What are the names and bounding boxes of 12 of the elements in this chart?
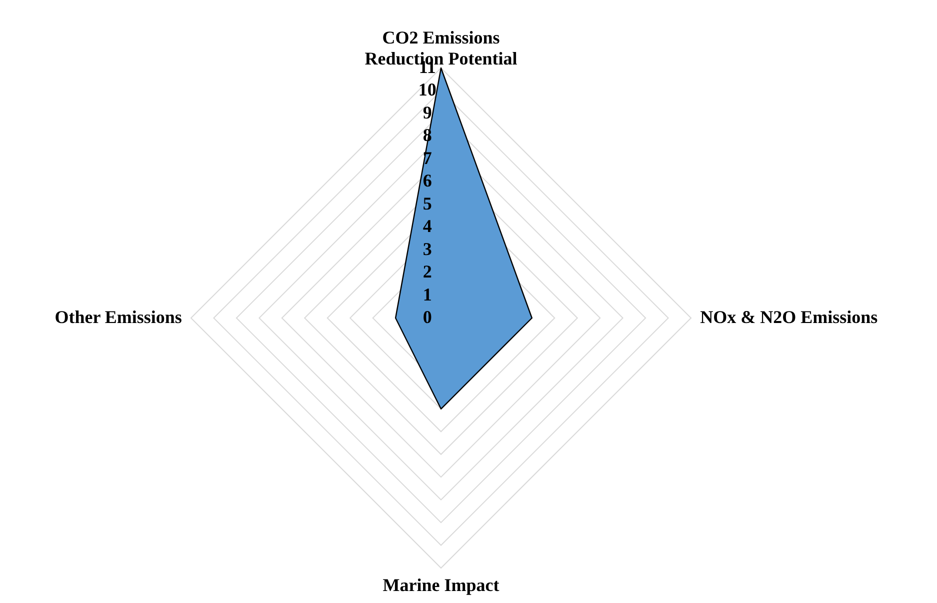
y-tick-label: 5 [422,193,432,214]
y-tick-label: 9 [422,102,432,122]
y-tick-label: 3 [422,238,432,259]
y-tick-label: 6 [422,170,432,191]
y-tick-label: 4 [422,216,432,236]
y-tick-label: 1 [422,284,432,304]
spoke-label: Other Emissions [54,307,182,327]
spoke-label: Marine Impact [382,575,500,596]
spoke-label: NOx & N2O Emissions [700,307,878,327]
y-tick-label: 10 [418,80,436,100]
y-tick-label: 2 [422,262,432,282]
y-tick-label: 0 [422,307,432,327]
